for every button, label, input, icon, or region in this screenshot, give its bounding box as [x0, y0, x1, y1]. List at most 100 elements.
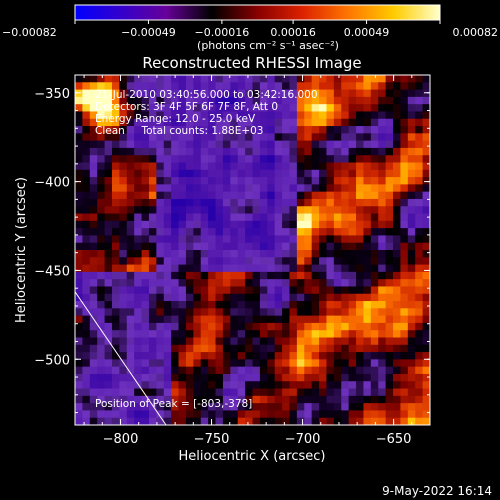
heatmap-cell	[119, 242, 128, 251]
heatmap-cell	[119, 133, 128, 142]
heatmap-cell	[289, 140, 298, 149]
heatmap-cell	[200, 220, 209, 229]
heatmap-cell	[311, 301, 320, 309]
heatmap-cell	[156, 388, 165, 397]
heatmap-cell	[193, 344, 202, 353]
heatmap-cell	[363, 388, 372, 397]
heatmap-cell	[400, 89, 409, 98]
heatmap-cell	[370, 417, 379, 425]
heatmap-cell	[237, 257, 246, 266]
heatmap-cell	[208, 359, 217, 368]
heatmap-cell	[126, 301, 135, 309]
heatmap-cell	[356, 337, 364, 346]
heatmap-cell	[252, 388, 261, 397]
heatmap-cell	[104, 315, 113, 324]
heatmap-cell	[341, 162, 350, 171]
heatmap-cell	[363, 322, 372, 331]
heatmap-cell	[415, 89, 424, 98]
heatmap-cell	[267, 111, 276, 120]
heatmap-cell	[296, 242, 305, 251]
heatmap-cell	[171, 373, 180, 382]
heatmap-cell	[422, 366, 430, 375]
heatmap-cell	[126, 162, 135, 171]
heatmap-cell	[415, 162, 424, 171]
heatmap-cell	[296, 184, 305, 193]
heatmap-cell	[156, 279, 165, 287]
heatmap-cell	[289, 257, 298, 266]
heatmap-cell	[385, 220, 394, 229]
heatmap-cell	[134, 337, 143, 346]
heatmap-cell	[415, 403, 424, 411]
heatmap-cell	[267, 337, 276, 346]
heatmap-cell	[89, 75, 98, 83]
heatmap-cell	[333, 82, 342, 91]
heatmap-cell	[75, 177, 83, 185]
heatmap-cell	[185, 228, 194, 236]
heatmap-cell	[89, 330, 98, 338]
heatmap-cell	[215, 352, 224, 360]
heatmap-cell	[415, 235, 424, 244]
heatmap-cell	[104, 228, 113, 236]
heatmap-cell	[259, 373, 268, 382]
heatmap-cell	[415, 140, 424, 149]
heatmap-cell	[185, 337, 194, 346]
heatmap-cell	[82, 213, 91, 222]
heatmap-cell	[341, 344, 350, 353]
heatmap-cell	[185, 308, 194, 317]
heatmap-cell	[259, 308, 268, 317]
heatmap-cell	[370, 271, 379, 280]
heatmap-cell	[363, 228, 372, 236]
heatmap-cell	[156, 271, 165, 280]
heatmap-cell	[119, 395, 128, 404]
heatmap-cell	[296, 403, 305, 411]
heatmap-cell	[208, 395, 217, 404]
heatmap-cell	[415, 271, 424, 280]
heatmap-cell	[193, 140, 202, 149]
heatmap-cell	[156, 352, 165, 360]
heatmap-cell	[378, 257, 387, 266]
heatmap-cell	[230, 82, 239, 91]
heatmap-cell	[178, 352, 187, 360]
heatmap-cell	[75, 344, 83, 353]
heatmap-cell	[237, 162, 246, 171]
heatmap-cell	[319, 403, 327, 411]
heatmap-cell	[370, 184, 379, 193]
heatmap-cell	[148, 381, 157, 390]
heatmap-cell	[378, 410, 387, 419]
heatmap-cell	[311, 198, 320, 207]
heatmap-cell	[237, 235, 246, 244]
heatmap-cell	[311, 271, 320, 280]
heatmap-cell	[267, 89, 276, 98]
colorbar-tick-label: 0.00016	[270, 26, 316, 39]
heatmap-cell	[104, 235, 113, 244]
heatmap-cell	[370, 322, 379, 331]
heatmap-cell	[237, 388, 246, 397]
heatmap-cell	[370, 403, 379, 411]
heatmap-cell	[156, 308, 165, 317]
heatmap-cell	[126, 388, 135, 397]
heatmap-cell	[141, 264, 150, 273]
heatmap-cell	[163, 198, 172, 207]
heatmap-cell	[208, 373, 217, 382]
heatmap-cell	[111, 381, 120, 390]
heatmap-cell	[393, 388, 401, 397]
heatmap-cell	[274, 111, 283, 120]
heatmap-cell	[208, 220, 217, 229]
heatmap-cell	[75, 257, 83, 266]
heatmap-cell	[111, 250, 120, 258]
heatmap-cell	[252, 140, 261, 149]
heatmap-cell	[119, 155, 128, 163]
heatmap-cell	[111, 279, 120, 287]
heatmap-cell	[274, 315, 283, 324]
heatmap-cell	[119, 250, 128, 258]
heatmap-cell	[75, 366, 83, 375]
heatmap-cell	[282, 111, 290, 120]
heatmap-cell	[222, 89, 231, 98]
heatmap-cell	[311, 293, 320, 302]
heatmap-cell	[289, 155, 298, 163]
heatmap-cell	[111, 417, 120, 425]
heatmap-cell	[82, 111, 91, 120]
heatmap-cell	[289, 410, 298, 419]
heatmap-cell	[89, 206, 98, 215]
heatmap-cell	[296, 235, 305, 244]
